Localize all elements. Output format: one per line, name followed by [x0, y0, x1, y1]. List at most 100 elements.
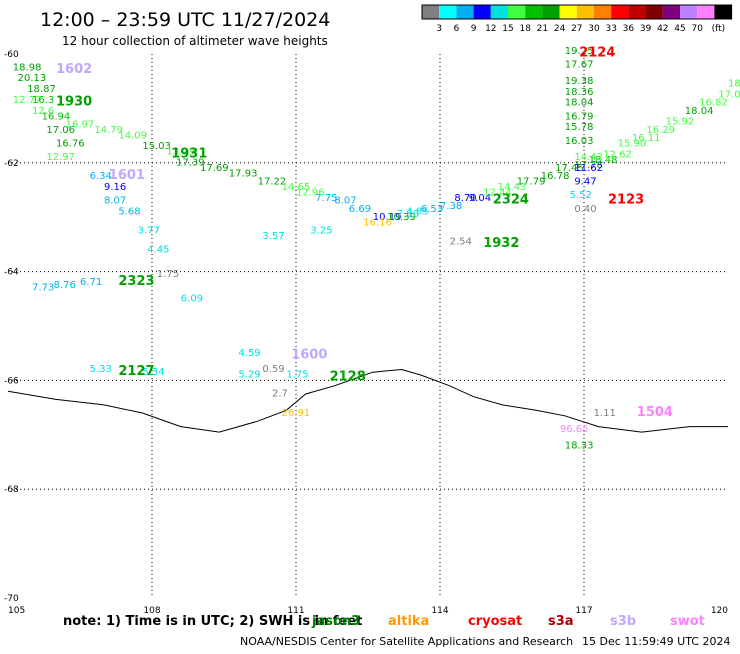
wave-height-value: 20.13	[18, 73, 47, 84]
footer-timestamp: 15 Dec 11:59:49 UTC 2024	[582, 635, 730, 648]
wave-height-value: 1.75	[286, 370, 308, 381]
wave-height-value: 9.04	[469, 193, 491, 204]
wave-height-value: 15.78	[565, 122, 594, 133]
wave-height-value: 14.65	[282, 182, 311, 193]
wave-height-value: 0.40	[574, 204, 596, 215]
colorbar-swatch	[714, 5, 732, 19]
wave-height-value: 6.69	[349, 204, 371, 215]
wave-height-value: 16.11	[632, 133, 661, 144]
lon-tick-label: 105	[8, 606, 25, 616]
pass-time-labels: 1602 1930 1931 1601 2124 2324 2123 1932 2323 1600…	[56, 46, 673, 420]
wave-height-value: 8.76	[54, 280, 76, 291]
colorbar-label: 24	[554, 24, 566, 34]
colorbar-label: 15	[502, 24, 513, 34]
lat-tick-label: -62	[4, 159, 19, 169]
wave-height-value: 7.75	[315, 193, 337, 204]
colorbar-swatch	[473, 5, 491, 19]
wave-height-value: 18.33	[565, 440, 594, 451]
wave-height-value: 16.97	[66, 119, 95, 130]
pass-time-label: 2123	[608, 193, 644, 208]
wave-height-value: 5.68	[118, 206, 140, 217]
colorbar-label: 33	[605, 24, 616, 34]
wave-height-value: 17.78	[574, 160, 603, 171]
wave-height-value: 15.92	[666, 117, 695, 128]
wave-height-value: 7.38	[440, 201, 462, 212]
wave-height-value: 12.6	[32, 106, 54, 117]
lat-tick-label: -60	[4, 50, 19, 60]
lat-tick-label: -70	[4, 594, 19, 604]
colorbar-label: 39	[640, 24, 652, 34]
colorbar-label: 12	[485, 24, 496, 34]
wave-height-value: 9.16	[104, 182, 126, 193]
pass-time-label: 2324	[493, 193, 529, 208]
pass-time-label: 1600	[291, 348, 327, 363]
wave-height-value: 16.03	[565, 136, 594, 147]
colorbar-label: 6	[454, 24, 460, 34]
wave-height-value: 7.30	[397, 209, 419, 220]
wave-height-value: 17.22	[258, 177, 287, 188]
pass-time-label: 1932	[483, 236, 519, 251]
wave-height-value: 18.04	[565, 98, 594, 109]
wave-height-value: 2.7	[272, 389, 288, 400]
wave-height-value: 17.06	[46, 125, 75, 136]
wave-height-value: 4.85	[406, 206, 428, 217]
colorbar-swatch	[456, 5, 474, 19]
satellite-legend: jason3 altika cryosat s3a s3b swot	[311, 614, 705, 629]
lat-tick-label: -66	[4, 376, 19, 386]
colorbar-unit: (ft)	[712, 24, 726, 34]
wave-height-value: 8.07	[334, 196, 356, 207]
wave-height-value: 18.04	[685, 106, 714, 117]
wave-height-value: 0.59	[262, 364, 284, 375]
wave-height-value: 7.73	[32, 283, 54, 294]
legend-s3a: s3a	[548, 614, 574, 629]
legend-cryosat: cryosat	[468, 614, 522, 629]
colorbar-swatch	[542, 5, 560, 19]
wave-height-value: 5.29	[238, 370, 260, 381]
colorbar-label: 45	[674, 24, 685, 34]
wave-height-value: 10.19	[373, 212, 402, 223]
lat-tick-label: -68	[4, 485, 19, 495]
lon-tick-label: 108	[143, 606, 160, 616]
wave-height-labels: 18.9820.1318.8712.7716.312.616.9416.9717…	[13, 46, 740, 451]
wave-height-value: 2.54	[450, 236, 472, 247]
wave-height-value: 19.25	[565, 46, 594, 57]
wave-height-value: 14.79	[94, 125, 123, 136]
colorbar-swatch	[439, 5, 457, 19]
colorbar-swatch	[680, 5, 698, 19]
wave-height-value: 15.90	[618, 138, 647, 149]
wave-height-value: 18.87	[27, 84, 56, 95]
map-title: 12:00 – 23:59 UTC 11/27/2024	[40, 9, 330, 31]
map-plot-area: 18.9820.1318.8712.7716.312.616.9416.9717…	[7, 46, 740, 598]
colorbar-swatch	[594, 5, 612, 19]
map-frame	[8, 54, 728, 598]
map-subtitle: 12 hour collection of altimeter wave hei…	[62, 34, 328, 48]
wave-height-value: 6.34	[90, 171, 112, 182]
colorbar-swatch	[576, 5, 594, 19]
wave-height-value: 4.59	[238, 348, 260, 359]
colorbar-label: 30	[588, 24, 600, 34]
pass-time-label: 1931	[171, 146, 207, 161]
wave-height-value: 17.69	[200, 163, 229, 174]
colorbar-swatch	[490, 5, 508, 19]
axis-tick-labels: 105 108 111 114 117 120 -60 -62 -64 -66 -68 -70	[4, 50, 728, 616]
wave-height-value: 16.82	[699, 98, 728, 109]
footer-credit: NOAA/NESDIS Center for Satellite Applica…	[240, 635, 573, 648]
pass-time-label: 2323	[118, 274, 154, 289]
wave-height-value: 16.78	[541, 171, 570, 182]
wave-height-colorbar: 3 6 9 12 15 18 21 24 27 30 33 36 39 42 45 70 (ft)	[421, 4, 733, 34]
wave-height-value: 5.52	[570, 190, 592, 201]
wave-height-value: 18.	[728, 79, 740, 90]
wave-height-value: 17.93	[229, 168, 258, 179]
wave-height-value: 4.45	[147, 245, 169, 256]
colorbar-label: 18	[519, 24, 531, 34]
wave-height-value: 1.75	[157, 269, 179, 280]
wave-height-value: 6.53	[421, 204, 443, 215]
lon-tick-label: 111	[287, 606, 304, 616]
wave-height-value: 12.96	[296, 187, 325, 198]
wave-height-value: 16.16	[363, 217, 392, 228]
wave-height-value: 9.47	[574, 177, 596, 188]
colorbar-swatch	[662, 5, 680, 19]
wave-height-value: 3.77	[138, 226, 160, 237]
colorbar-swatch	[697, 5, 715, 19]
